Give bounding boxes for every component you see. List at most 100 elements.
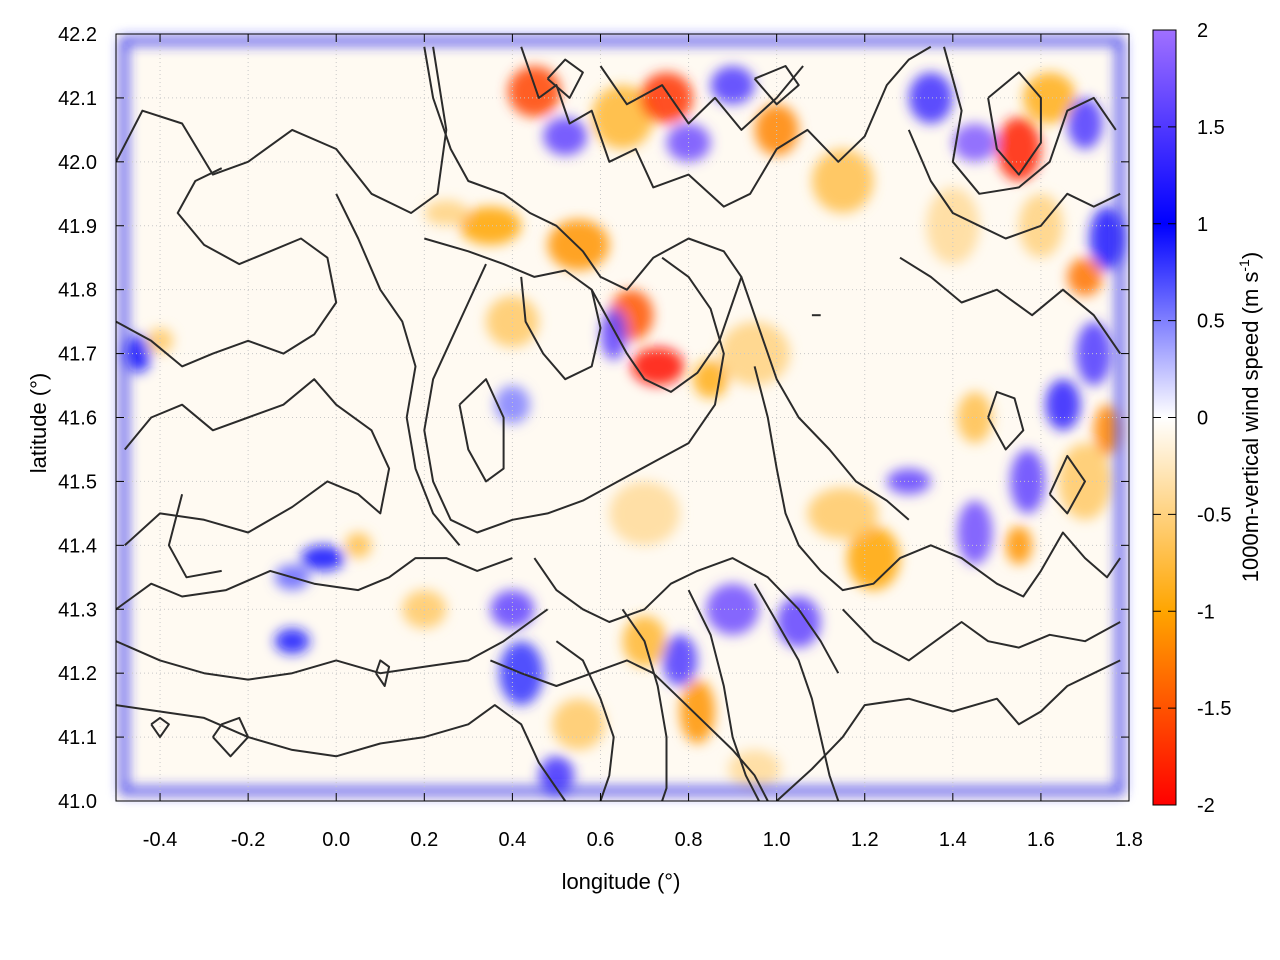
- wind-field-layer: [124, 65, 1125, 795]
- downdraft-patch: [146, 328, 174, 354]
- colorbar: -2 -1.5 -1 -0.5 0 0.5 1 1.5 2 1000m-vertical win…: [1152, 20, 1263, 817]
- y-tick-label: 42.1: [58, 88, 97, 110]
- x-tick-label: 1.0: [763, 829, 791, 851]
- x-tick-label: 0.8: [675, 829, 703, 851]
- x-tick-label: 0.0: [322, 829, 350, 851]
- updraft-patch: [1045, 379, 1081, 431]
- contour-line: [907, 129, 1121, 240]
- contour-line: [167, 493, 222, 579]
- colorbar-tick-label: 2: [1197, 20, 1208, 42]
- y-tick-label: 42.2: [58, 24, 97, 46]
- downdraft-patch: [631, 347, 685, 386]
- contour-line: [753, 583, 840, 801]
- contour-line: [533, 557, 840, 674]
- contour-line: [753, 366, 1122, 598]
- contour-line: [687, 589, 760, 801]
- updraft-patch: [600, 308, 627, 360]
- topography-contours: [116, 45, 1122, 801]
- contour-line: [1048, 454, 1086, 515]
- contour-line: [621, 608, 668, 801]
- downdraft-patch: [485, 296, 539, 348]
- x-tick-label: -0.2: [231, 829, 265, 851]
- colorbar-ticks: -2 -1.5 -1 -0.5 0 0.5 1 1.5 2: [1153, 20, 1231, 817]
- colorbar-tick-label: -1: [1197, 601, 1215, 623]
- plot-area: -0.4 -0.2 0.0 0.2 0.4 0.6 0.8 1.0 1.2 1.4 1.6 1.8 4…: [58, 24, 1143, 851]
- downdraft-patch: [692, 359, 729, 399]
- downdraft-patch: [996, 117, 1041, 182]
- downdraft-patch: [459, 206, 522, 245]
- y-tick-label: 42.0: [58, 152, 97, 174]
- downdraft-patch: [679, 679, 715, 744]
- contour-line: [943, 46, 1117, 195]
- x-tick-label: 1.4: [939, 829, 967, 851]
- colorbar-tick-label: -2: [1197, 795, 1215, 817]
- contour-line: [987, 390, 1025, 451]
- contour-line: [116, 46, 448, 214]
- updraft-patch: [300, 545, 346, 571]
- domain-boundary: [120, 37, 1124, 795]
- downdraft-patch: [1005, 526, 1033, 565]
- updraft-patch: [662, 634, 698, 686]
- y-tick-label: 41.1: [58, 727, 97, 749]
- y-tick-label: 41.0: [58, 791, 97, 813]
- updraft-patch: [952, 123, 997, 162]
- contour-line: [753, 65, 800, 106]
- contour-line: [520, 276, 602, 381]
- contour-line: [546, 58, 584, 99]
- colorbar-title-main: 1000m-vertical wind speed (m s: [1238, 272, 1263, 583]
- gridlines: [116, 34, 1129, 801]
- y-tick-label: 41.8: [58, 280, 97, 302]
- downdraft-patch: [1067, 257, 1103, 297]
- contour-line: [740, 276, 910, 521]
- updraft-patch: [957, 500, 993, 565]
- downdraft-patch: [719, 321, 790, 386]
- contour-line: [374, 659, 391, 687]
- contour-line: [116, 557, 513, 611]
- contour-line: [520, 45, 932, 208]
- updraft-patch: [1067, 97, 1103, 150]
- downdraft-patch: [1023, 72, 1077, 124]
- y-tick-label: 41.4: [58, 535, 97, 557]
- downdraft-patch: [591, 85, 654, 150]
- contour-line: [987, 71, 1042, 176]
- downdraft-patch: [847, 526, 900, 591]
- contour-line: [116, 167, 338, 368]
- contour-line: [116, 608, 549, 681]
- updraft-patch: [1010, 449, 1046, 514]
- downdraft-patch: [424, 200, 469, 226]
- colorbar-tick-label: -1.5: [1197, 698, 1231, 720]
- colorbar-tick-label: 0: [1197, 408, 1208, 430]
- downdraft-patch: [728, 749, 782, 789]
- updraft-patch: [1076, 321, 1112, 386]
- colorbar-title-end: ): [1238, 252, 1263, 259]
- updraft-patch: [538, 756, 575, 795]
- contour-line: [776, 659, 1121, 801]
- y-tick-label: 41.6: [58, 408, 97, 430]
- x-axis-title: longitude (°): [562, 869, 681, 894]
- y-tick-label: 41.7: [58, 344, 97, 366]
- colorbar-tick-label: -0.5: [1197, 504, 1231, 526]
- colorbar-title: 1000m-vertical wind speed (m s-1): [1236, 252, 1263, 582]
- contour-line: [599, 65, 804, 131]
- x-tick-label: 1.2: [851, 829, 879, 851]
- colorbar-title-exponent: -1: [1236, 259, 1252, 272]
- updraft-patch: [908, 72, 953, 124]
- contour-line: [458, 378, 505, 483]
- x-tick-label: 0.4: [498, 829, 526, 851]
- contour-line: [150, 716, 170, 739]
- updraft-patch: [710, 65, 755, 105]
- contour-line: [899, 256, 1122, 355]
- downdraft-patch: [811, 149, 874, 213]
- downdraft-patch: [609, 481, 680, 546]
- updraft-patch: [1089, 206, 1125, 271]
- downdraft-patch: [957, 391, 993, 444]
- downdraft-patch: [345, 532, 372, 559]
- updraft-patch: [494, 385, 531, 424]
- contour-line: [124, 378, 391, 547]
- updraft-patch: [124, 334, 152, 373]
- y-tick-label: 41.2: [58, 663, 97, 685]
- y-axis-title: latitude (°): [26, 373, 51, 474]
- downdraft-patch: [552, 698, 605, 750]
- colorbar-tick-label: 1.5: [1197, 117, 1225, 139]
- y-axis-ticks: 41.0 41.1 41.2 41.3 41.4 41.5 41.6 41.7 41.8 41.9…: [58, 24, 1129, 813]
